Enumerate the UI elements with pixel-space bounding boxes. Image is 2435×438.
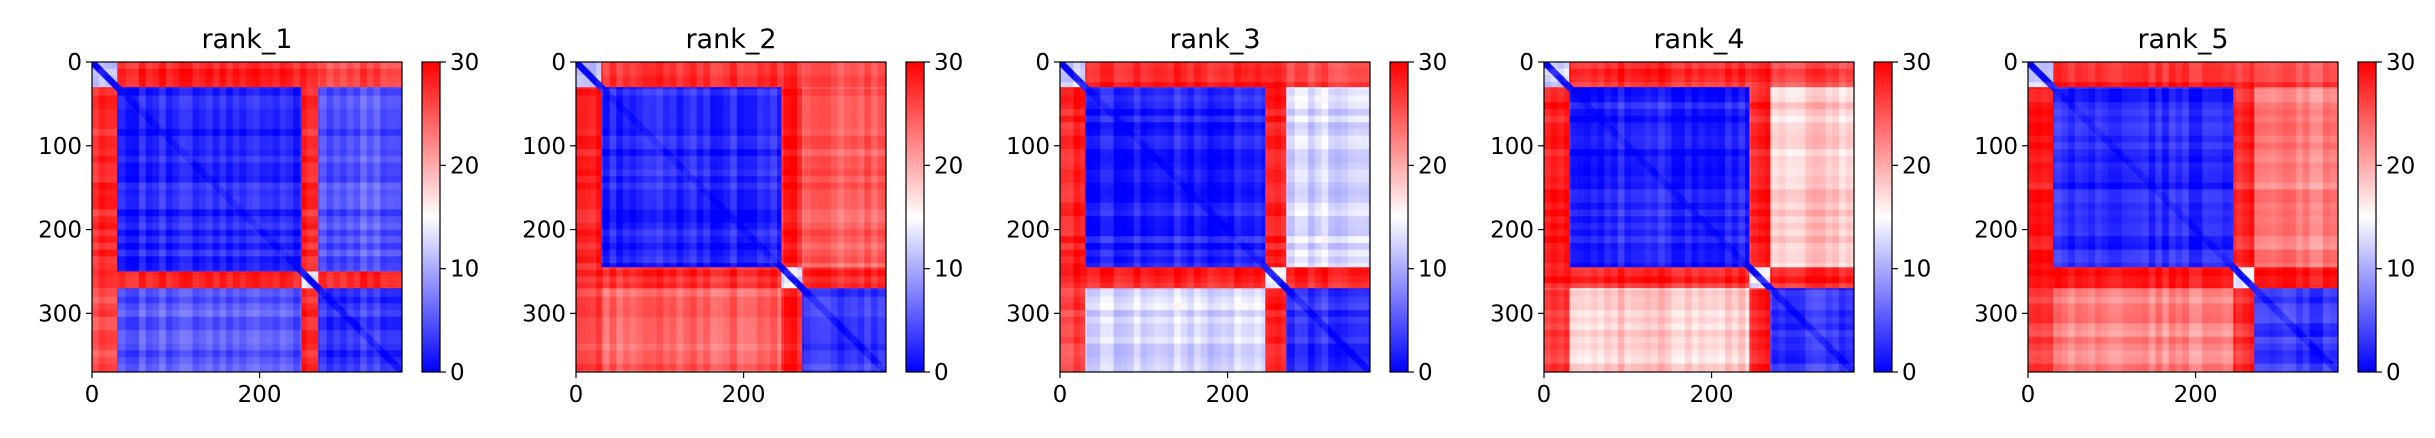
x-tick-label: 0 (1537, 382, 1552, 408)
colorbar (421, 61, 441, 373)
colorbar-tick-label: 30 (1418, 50, 1447, 76)
y-tick-label: 100 (1006, 134, 1050, 160)
y-tick-label: 0 (1035, 50, 1050, 76)
y-tick-label: 0 (1519, 50, 1534, 76)
colorbar (2357, 61, 2377, 373)
y-tick-label: 200 (38, 218, 82, 244)
panel-title: rank_2 (685, 24, 776, 55)
axes-frame (91, 61, 403, 373)
x-tick-label: 0 (85, 382, 100, 408)
y-tick-label: 0 (2003, 50, 2018, 76)
colorbar-tick-label: 20 (934, 153, 963, 179)
colorbar-tick-label: 10 (934, 257, 963, 283)
colorbar (1873, 61, 1893, 373)
axes-frame (1059, 61, 1371, 373)
x-tick-label: 0 (569, 382, 584, 408)
x-tick-label: 0 (1053, 382, 1068, 408)
x-tick-label: 200 (1690, 382, 1734, 408)
x-tick-label: 0 (2021, 382, 2036, 408)
colorbar (1389, 61, 1409, 373)
axes-frame (1543, 61, 1855, 373)
heatmap-image (576, 62, 886, 372)
colorbar-tick-label: 10 (2386, 257, 2415, 283)
colorbar-tick-label: 0 (1418, 360, 1433, 386)
colorbar-tick-label: 30 (2386, 50, 2415, 76)
heatmap-image (2028, 62, 2338, 372)
x-tick-label: 200 (722, 382, 766, 408)
colorbar-tick-label: 30 (934, 50, 963, 76)
colorbar-tick-label: 0 (2386, 360, 2401, 386)
colorbar (905, 61, 925, 373)
y-tick-label: 300 (1490, 301, 1534, 327)
heatmap-panel-1: rank_1 0 200 0 100 200 300 0 10 20 30 (38, 24, 479, 408)
heatmap-panel-3: rank_3 0 200 0 100 200 300 0 10 20 30 (1006, 24, 1447, 408)
panel-title: rank_4 (1653, 24, 1744, 55)
heatmap-image (1544, 62, 1854, 372)
heatmap-panel-5: rank_5 0 200 0 100 200 300 0 10 20 30 (1974, 24, 2415, 408)
colorbar-tick-label: 10 (1902, 257, 1931, 283)
panel-title: rank_1 (201, 24, 292, 55)
panel-title: rank_5 (2137, 24, 2228, 55)
y-tick-label: 300 (38, 301, 82, 327)
y-tick-label: 300 (522, 301, 566, 327)
y-tick-label: 300 (1974, 301, 2018, 327)
y-tick-label: 100 (38, 134, 82, 160)
panel-title: rank_3 (1169, 24, 1260, 55)
colorbar-tick-label: 0 (450, 360, 465, 386)
heatmap-image (1060, 62, 1370, 372)
colorbar-tick-label: 30 (1902, 50, 1931, 76)
y-tick-label: 100 (522, 134, 566, 160)
y-tick-label: 100 (1974, 134, 2018, 160)
colorbar-tick-label: 20 (450, 153, 479, 179)
heatmap-image (92, 62, 402, 372)
colorbar-tick-label: 20 (1418, 153, 1447, 179)
y-tick-label: 100 (1490, 134, 1534, 160)
y-tick-label: 200 (522, 218, 566, 244)
x-tick-label: 200 (1206, 382, 1250, 408)
colorbar-tick-label: 10 (450, 257, 479, 283)
y-tick-label: 0 (67, 50, 82, 76)
heatmap-panel-4: rank_4 0 200 0 100 200 300 0 10 20 30 (1490, 24, 1931, 408)
colorbar-tick-label: 10 (1418, 257, 1447, 283)
colorbar-tick-label: 0 (934, 360, 949, 386)
y-tick-label: 300 (1006, 301, 1050, 327)
y-tick-label: 200 (1974, 218, 2018, 244)
colorbar-tick-label: 0 (1902, 360, 1917, 386)
colorbar-tick-label: 20 (2386, 153, 2415, 179)
y-tick-label: 200 (1006, 218, 1050, 244)
axes-frame (2027, 61, 2339, 373)
x-tick-label: 200 (238, 382, 282, 408)
x-tick-label: 200 (2174, 382, 2218, 408)
axes-frame (575, 61, 887, 373)
heatmap-panel-2: rank_2 0 200 0 100 200 300 0 10 20 30 (522, 24, 963, 408)
colorbar-tick-label: 20 (1902, 153, 1931, 179)
colorbar-tick-label: 30 (450, 50, 479, 76)
y-tick-label: 200 (1490, 218, 1534, 244)
y-tick-label: 0 (551, 50, 566, 76)
